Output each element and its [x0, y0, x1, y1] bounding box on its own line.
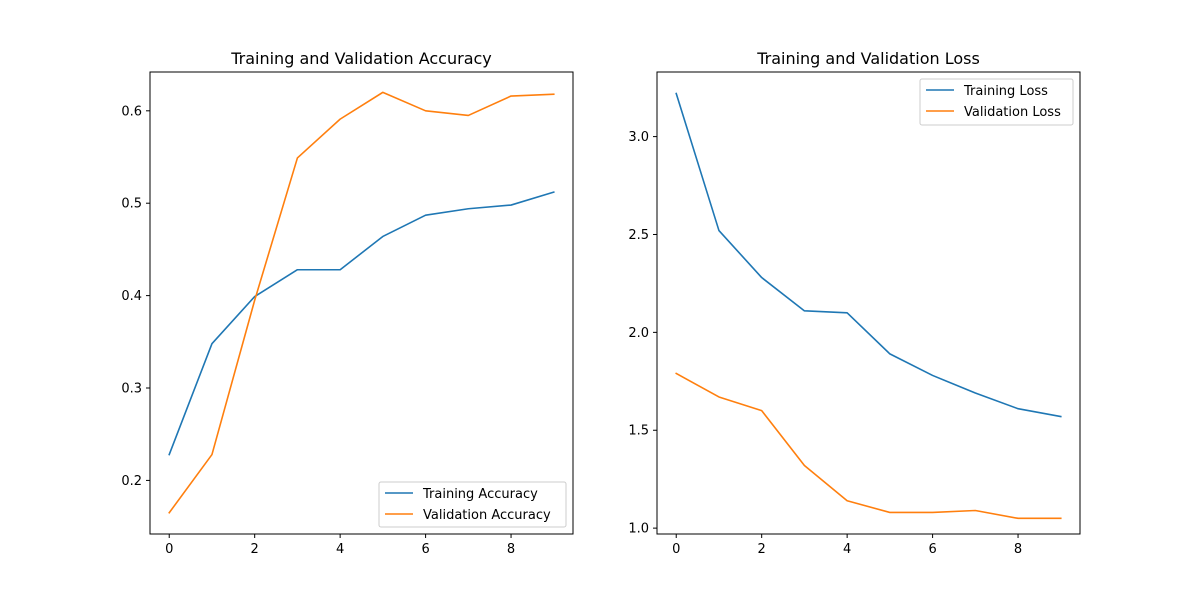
loss-x-tick-label: 4: [843, 542, 851, 557]
loss-y-tick-label: 2.0: [628, 326, 649, 341]
loss-chart-title: Training and Validation Loss: [756, 49, 980, 68]
accuracy-y-tick-label: 0.3: [121, 382, 142, 397]
series-line-validation-accuracy: [168, 91, 555, 514]
legend-label-validation-loss: Validation Loss: [964, 105, 1061, 120]
loss-x-tick-label: 6: [928, 542, 936, 557]
accuracy-y-tick-label: 0.6: [121, 104, 142, 119]
accuracy-legend-box: [378, 481, 567, 528]
series-line-training-accuracy: [168, 191, 555, 456]
accuracy-chart: Training and Validation Accuracy 0 2 4 6 8 0.…: [121, 49, 574, 557]
loss-x-tick-label: 2: [758, 542, 766, 557]
accuracy-x-tick-label: 8: [507, 542, 515, 557]
accuracy-y-tick-label: 0.4: [121, 289, 142, 304]
loss-ticks: 0 2 4 6 8 1.0 1.5 2.0 2.5 3.0: [628, 130, 1022, 557]
legend-label-training-accuracy: Training Accuracy: [422, 487, 538, 502]
loss-y-tick-label: 1.0: [628, 522, 649, 537]
accuracy-ticks: 0 2 4 6 8 0.2 0.3 0.4 0.5 0.6: [121, 104, 515, 557]
loss-plot-frame: [656, 71, 1081, 535]
accuracy-x-tick-label: 2: [251, 542, 259, 557]
accuracy-x-tick-label: 6: [421, 542, 429, 557]
loss-y-tick-label: 2.5: [628, 228, 649, 243]
loss-x-tick-label: 0: [672, 542, 680, 557]
legend-label-training-loss: Training Loss: [963, 84, 1048, 99]
loss-y-tick-label: 3.0: [628, 130, 649, 145]
loss-lines: [675, 92, 1062, 520]
accuracy-y-tick-label: 0.5: [121, 197, 142, 212]
loss-chart: Training and Validation Loss 0 2 4 6 8 1.0 1.5…: [628, 49, 1081, 557]
accuracy-lines: [168, 91, 555, 514]
loss-y-tick-label: 1.5: [628, 424, 649, 439]
legend-label-validation-accuracy: Validation Accuracy: [423, 508, 551, 523]
accuracy-plot-frame: [149, 71, 574, 535]
accuracy-x-tick-label: 0: [165, 542, 173, 557]
loss-x-tick-label: 8: [1014, 542, 1022, 557]
loss-legend: Training Loss Validation Loss: [919, 78, 1074, 126]
accuracy-chart-title: Training and Validation Accuracy: [230, 49, 492, 68]
accuracy-legend: Training Accuracy Validation Accuracy: [378, 481, 567, 528]
accuracy-x-tick-label: 4: [336, 542, 344, 557]
series-line-training-loss: [675, 92, 1062, 418]
loss-legend-box: [919, 78, 1074, 126]
series-line-validation-loss: [675, 372, 1062, 520]
accuracy-y-tick-label: 0.2: [121, 474, 142, 489]
